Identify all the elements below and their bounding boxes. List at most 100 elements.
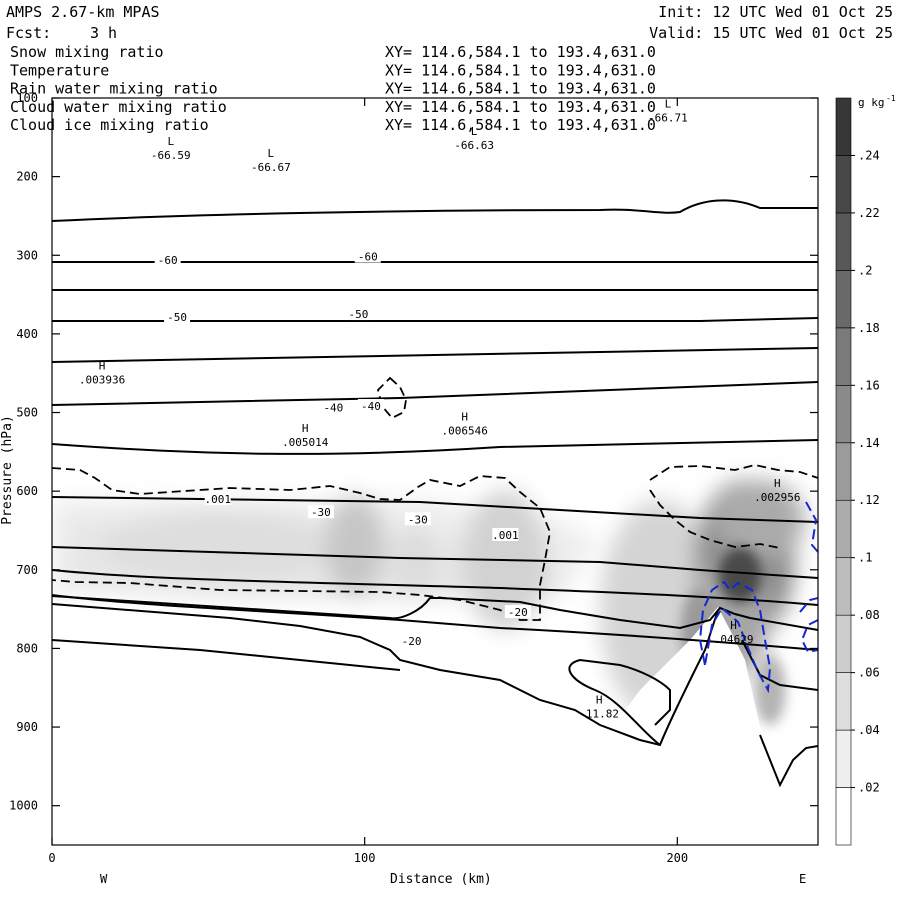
extremum-value: .003936 — [79, 373, 125, 386]
legend-field-name: Temperature — [10, 61, 109, 79]
contour-label: -60 — [158, 254, 178, 267]
extremum-type: H — [99, 359, 106, 372]
extremum-type: H — [302, 422, 309, 435]
extremum-value: -66.63 — [454, 139, 494, 152]
forecast-label: Fcst: — [6, 24, 51, 42]
x-tick-label: 100 — [354, 851, 376, 865]
colorbar-level: .2 — [858, 263, 872, 277]
y-tick-label: 300 — [16, 248, 38, 262]
y-tick-label: 800 — [16, 641, 38, 655]
colorbar-swatch — [835, 97, 852, 156]
colorbar-level: .24 — [858, 148, 880, 162]
colorbar-swatch — [835, 442, 852, 501]
y-axis-label: Pressure (hPa) — [0, 415, 15, 525]
colorbar-level: .22 — [858, 206, 880, 220]
contour-label: -30 — [408, 513, 428, 526]
west-label: W — [100, 872, 108, 886]
colorbar-swatch — [835, 787, 852, 846]
extremum-value: -11.82 — [579, 707, 619, 720]
extrema-markers: L-66.59 L-66.67L-66.63L-66.71H.003936H.00… — [79, 97, 801, 720]
extremum-value: .002956 — [754, 491, 800, 504]
plot-area: -60 -60 -50 -50 -40 -40 -30 -30 -20 -20 .001 .001 L… — [51, 97, 819, 846]
forecast-hour: 3 h — [90, 24, 117, 42]
extremum-type: L — [167, 135, 174, 148]
figure-header: AMPS 2.67-km MPAS Fcst: 3 h Init: 12 UTC… — [6, 3, 893, 42]
colorbar: .02 .04 .06 .08 .1 .12 .14 .16 .18 .2 .22 .24 g kg -1 — [835, 94, 896, 846]
contour-label: .001 — [204, 493, 231, 506]
colorbar-level: .08 — [858, 608, 880, 622]
extremum-value: .006546 — [442, 424, 488, 437]
east-label: E — [799, 872, 806, 886]
y-tick-label: 100 — [16, 91, 38, 105]
legend-field-xy: XY= 114.6,584.1 to 193.4,631.0 — [385, 116, 656, 134]
colorbar-swatch — [835, 672, 852, 731]
contour-label-bg — [345, 307, 372, 321]
colorbar-swatch — [835, 729, 852, 788]
contour-label-bg — [398, 634, 425, 648]
colorbar-level: .06 — [858, 666, 880, 680]
contour-label-bg — [154, 252, 181, 266]
contour-label: -40 — [323, 402, 343, 415]
contour-label-bg — [204, 491, 231, 505]
y-axis: 100 200 300 400 500 600 700 800 900 1000 — [9, 91, 818, 813]
colorbar-swatch — [835, 385, 852, 444]
model-title: AMPS 2.67-km MPAS — [6, 3, 160, 21]
init-time: Init: 12 UTC Wed 01 Oct 25 — [658, 3, 893, 21]
cloud-ice-contours — [52, 376, 818, 621]
colorbar-swatch — [835, 499, 852, 558]
legend-field-name: Rain water mixing ratio — [10, 80, 218, 98]
extremum-value: .04629 — [714, 633, 754, 646]
extremum-value: -66.67 — [251, 161, 291, 174]
extremum-type: H — [596, 693, 603, 706]
extremum-type: L — [268, 147, 275, 160]
legend-field-xy: XY= 114.6,584.1 to 193.4,631.0 — [385, 61, 656, 79]
colorbar-level: .18 — [858, 321, 880, 335]
extremum-value: -66.59 — [151, 149, 191, 162]
contour-label: -30 — [311, 506, 331, 519]
extremum-type: H — [774, 477, 781, 490]
snow-shading — [52, 480, 818, 845]
colorbar-unit: g kg — [858, 96, 885, 109]
y-tick-label: 500 — [16, 406, 38, 420]
colorbar-level: .02 — [858, 781, 880, 795]
y-tick-label: 1000 — [9, 799, 38, 813]
contour-label-bg — [354, 249, 381, 263]
y-tick-label: 400 — [16, 327, 38, 341]
y-tick-label: 600 — [16, 484, 38, 498]
y-tick-label: 200 — [16, 170, 38, 184]
extremum-value: -66.71 — [648, 111, 688, 124]
x-axis-label: Distance (km) — [390, 872, 492, 887]
extremum-type: L — [665, 97, 672, 110]
plot-frame — [51, 97, 819, 846]
extremum-type: L — [471, 125, 478, 138]
colorbar-unit-exponent: -1 — [886, 94, 896, 103]
contour-label-bg — [404, 512, 431, 526]
extremum-type: H — [730, 619, 737, 632]
contour-label-bg — [492, 527, 519, 541]
colorbar-swatch — [835, 557, 852, 616]
contour-label: -50 — [167, 311, 187, 324]
extremum-type: H — [461, 410, 468, 423]
legend-field-name: Cloud ice mixing ratio — [10, 116, 209, 134]
contour-label: -60 — [358, 251, 378, 264]
x-tick-label: 0 — [48, 851, 55, 865]
colorbar-swatch — [835, 270, 852, 329]
temperature-contours — [52, 199, 818, 788]
contour-label: -20 — [402, 635, 422, 648]
legend-field-xy: XY= 114.6,584.1 to 193.4,631.0 — [385, 43, 656, 61]
cloud-water-contours — [698, 501, 818, 694]
contour-label-bg — [504, 605, 531, 619]
contour-label: -40 — [361, 400, 381, 413]
y-tick-label: 900 — [16, 720, 38, 734]
colorbar-level: .1 — [858, 551, 872, 565]
colorbar-swatch — [835, 155, 852, 214]
contour-label-bg — [307, 505, 334, 519]
extremum-value: .005014 — [282, 436, 329, 449]
field-legend: Snow mixing ratio XY= 114.6,584.1 to 193.… — [10, 43, 656, 134]
legend-field-xy: XY= 114.6,584.1 to 193.4,631.0 — [385, 98, 656, 116]
legend-field-name: Snow mixing ratio — [10, 43, 164, 61]
valid-time: Valid: 15 UTC Wed 01 Oct 25 — [649, 24, 893, 42]
legend-field-name: Cloud water mixing ratio — [10, 98, 227, 116]
colorbar-level: .14 — [858, 436, 880, 450]
